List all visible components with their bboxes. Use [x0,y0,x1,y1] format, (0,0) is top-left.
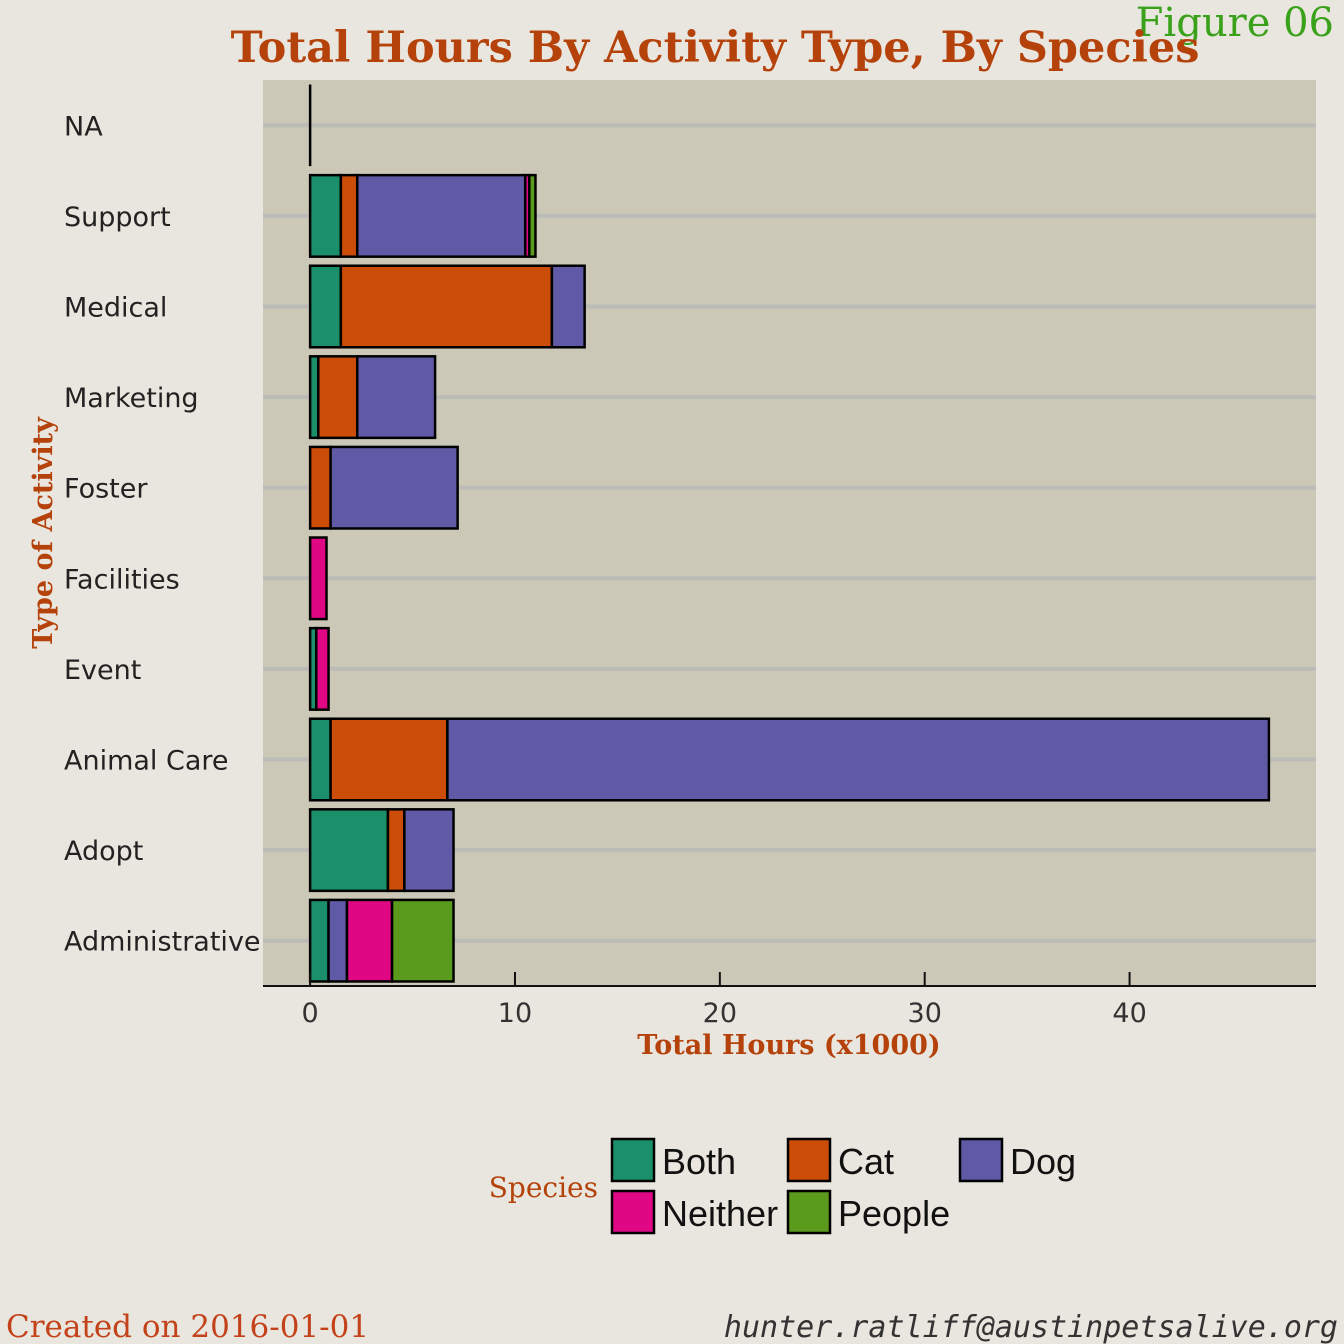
y-axis-title: Type of Activity [28,416,59,649]
bar-administrative-both [308,898,330,983]
legend-title: Species [489,1171,598,1204]
figure-label: Figure 06 [1136,0,1334,46]
legend-swatch-people [786,1189,832,1235]
bar-support-dog [355,173,527,258]
legend-swatch-both [610,1137,656,1183]
x-ticks: 0 10 20 30 40 [302,972,1147,1029]
bar-administrative-neither [345,898,394,983]
bar-support-people [528,173,537,258]
bar-facilities-neither [308,536,328,621]
bar-adopt-dog [403,808,455,893]
category-label-adopt: Adopt [64,836,143,867]
bar-medical-dog [550,264,586,349]
bar-animal-care-cat [329,717,449,802]
legend-label-cat: Cat [838,1141,894,1182]
category-label-marketing: Marketing [64,383,199,414]
category-label-administrative: Administrative [64,927,261,958]
bar-animal-care-both [308,717,332,802]
category-label-event: Event [64,655,141,686]
bar-foster-dog [329,445,459,530]
bar-foster-cat [308,445,332,530]
bars [308,173,1271,983]
bar-support-cat [339,173,359,258]
category-labels: NA Support Medical Marketing Foster Facilitie… [64,111,261,957]
x-tick-label-40: 40 [1112,998,1146,1029]
x-tick-label-0: 0 [302,998,319,1029]
legend-swatch-dog [958,1137,1004,1183]
bar-animal-care-dog [446,717,1271,802]
category-label-foster: Foster [64,474,148,505]
legend: Both Cat Dog Neither People [610,1137,1076,1235]
category-label-support: Support [64,202,171,233]
legend-swatch-cat [786,1137,832,1183]
bar-medical-cat [339,264,554,349]
legend-label-both: Both [662,1141,736,1182]
bar-medical-both [308,264,343,349]
created-date: Created on 2016-01-01 [6,1309,369,1344]
bar-administrative-people [390,898,455,983]
bar-support-both [308,173,343,258]
x-tick-label-10: 10 [498,998,532,1029]
author-email: hunter.ratliff@austinpetsalive.org [724,1310,1338,1344]
legend-swatch-neither [610,1189,656,1235]
bar-marketing-cat [317,355,359,440]
x-tick-label-20: 20 [703,998,737,1029]
legend-label-dog: Dog [1010,1141,1076,1182]
legend-label-people: People [838,1193,950,1234]
bar-adopt-both [308,808,390,893]
bar-administrative-dog [327,898,349,983]
category-label-medical: Medical [64,293,167,324]
category-label-na: NA [64,111,103,142]
category-label-animal-care: Animal Care [64,746,229,777]
x-axis-title: Total Hours (x1000) [637,1030,940,1061]
bar-marketing-dog [355,355,437,440]
x-tick-label-30: 30 [908,998,942,1029]
bar-adopt-cat [386,808,406,893]
category-label-facilities: Facilities [64,564,180,595]
legend-label-neither: Neither [662,1193,778,1234]
bar-event-neither [315,626,330,711]
chart-title: Total Hours By Activity Type, By Species [231,23,1200,73]
